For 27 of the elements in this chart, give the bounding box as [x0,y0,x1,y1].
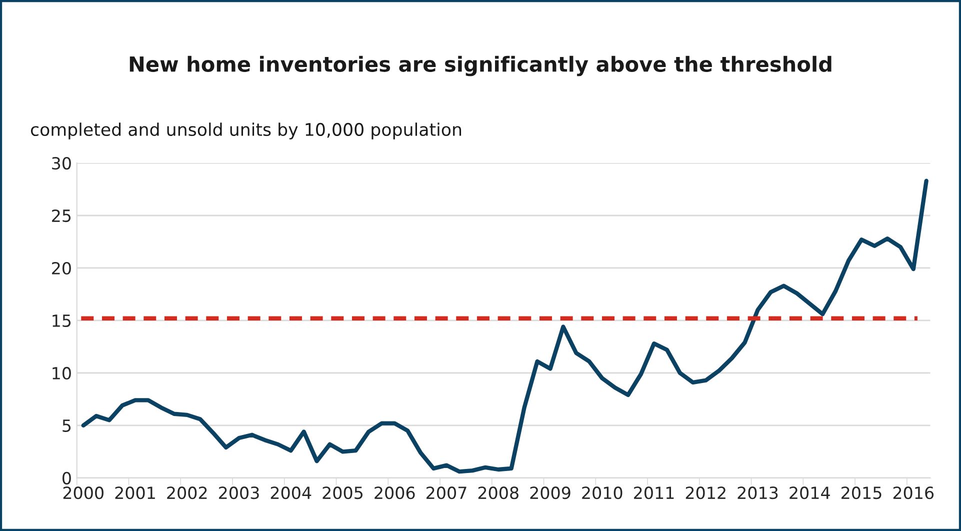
y-axis-title: completed and unsold units by 10,000 population [30,122,462,140]
x-tick-label: 2013 [738,486,778,500]
y-tick-label: 15 [52,314,71,328]
x-tick-label: 2000 [63,486,104,500]
x-tick-label: 2015 [842,486,882,500]
line-series [81,178,928,474]
y-tick-label: 20 [52,262,71,275]
x-tick-label: 2005 [322,486,362,500]
chart-title: New home inventories are significantly above the threshold [130,56,832,76]
x-tick-label: 2011 [634,486,674,500]
y-tick-label: 30 [52,156,71,170]
x-tick-label: 2003 [219,486,259,500]
y-tick-label: 0 [62,472,71,484]
x-tick-label: 2007 [426,486,466,500]
x-tick-label: 2001 [115,486,155,500]
x-tick-label: 2010 [582,486,622,500]
x-tick-label: 2016 [893,486,934,500]
y-tick-label: 10 [52,366,71,380]
x-tick-label: 2014 [790,486,830,500]
x-tick-label: 2012 [686,486,726,500]
x-tick-label: 2008 [478,486,518,500]
y-tick-label: 5 [62,420,71,432]
x-tick-label: 2002 [167,486,207,500]
x-tick-label: 2006 [374,486,415,500]
y-tick-label: 25 [52,209,71,222]
x-tick-label: 2004 [270,486,312,500]
x-tick-label: 2009 [530,486,570,500]
